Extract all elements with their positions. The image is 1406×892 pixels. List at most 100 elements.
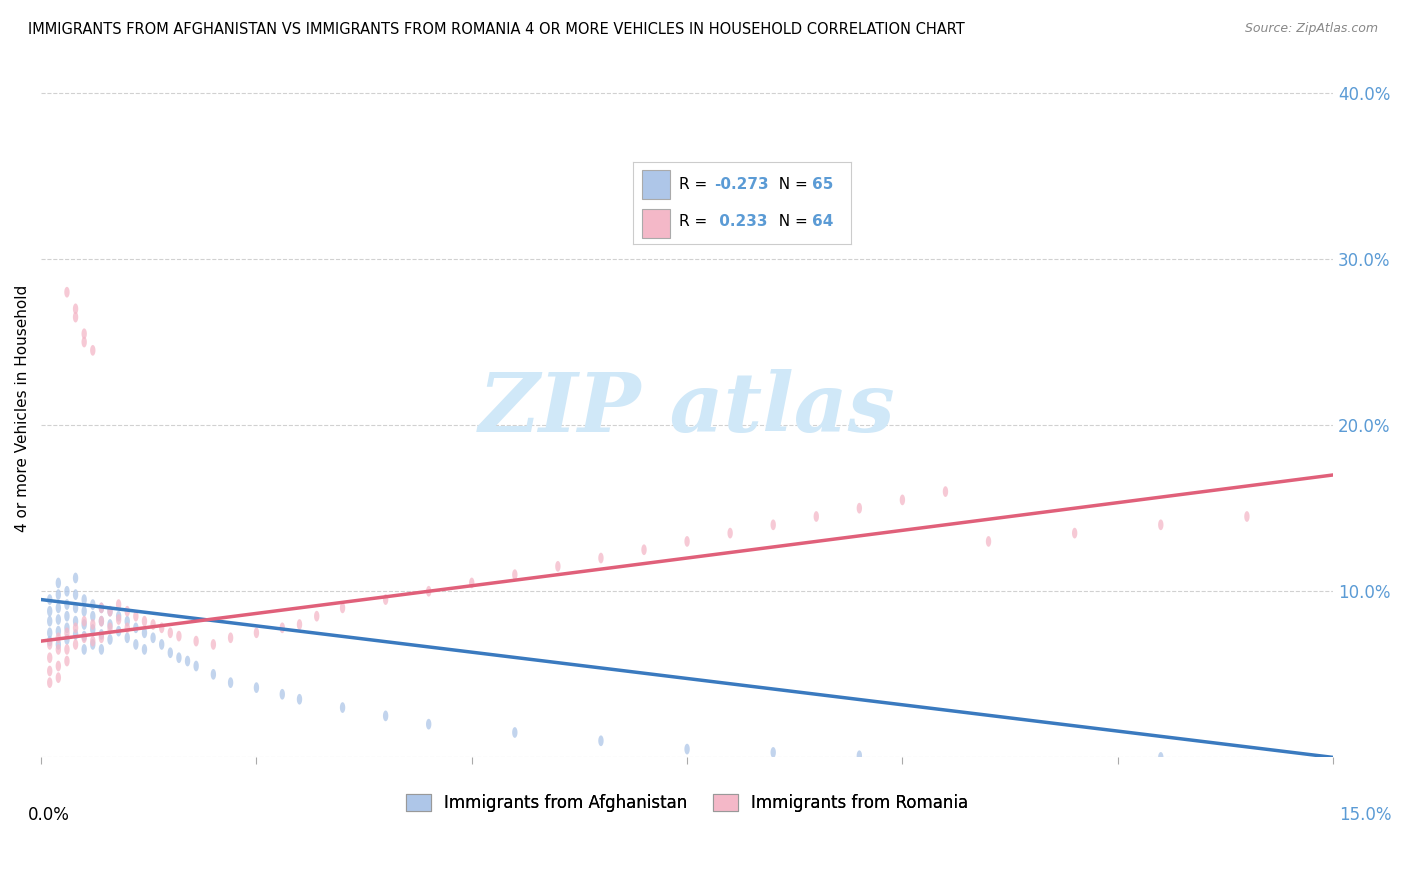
Point [46,637,69,651]
Text: 0.0%: 0.0% [28,806,70,824]
Point [73,326,96,341]
Point [150,621,173,635]
Point [718,526,741,541]
Point [56,642,79,657]
Point [38,650,60,665]
Point [82,634,104,648]
Point [56,584,79,599]
Point [90,614,112,628]
Point [245,625,267,640]
Text: N =: N = [769,178,813,192]
Point [38,637,60,651]
Point [38,625,60,640]
Point [1236,509,1258,524]
Point [65,637,87,651]
Point [159,646,181,660]
Text: 0.233: 0.233 [714,214,768,229]
Point [186,659,208,673]
Point [167,629,190,643]
Y-axis label: 4 or more Vehicles in Household: 4 or more Vehicles in Household [15,285,30,533]
Point [56,632,79,647]
Point [1063,526,1085,541]
Point [65,614,87,628]
Point [46,588,69,602]
Bar [643,209,671,238]
Point [82,617,104,632]
Point [503,725,526,739]
Point [46,631,69,645]
Point [418,717,440,731]
Point [38,614,60,628]
Point [90,614,112,628]
Point [762,517,785,532]
Point [38,592,60,607]
Point [107,613,129,627]
Point [934,484,956,499]
Point [90,600,112,615]
Point [82,343,104,358]
Point [202,667,225,681]
Point [977,534,1000,549]
Point [107,624,129,639]
Point [125,621,148,635]
Point [271,621,294,635]
Point [167,650,190,665]
Point [56,625,79,640]
Point [115,614,138,628]
Point [374,592,396,607]
Point [46,659,69,673]
Point [219,675,242,690]
Point [891,492,914,507]
Point [288,617,311,632]
Point [82,623,104,637]
Point [98,632,121,647]
Point [159,625,181,640]
Point [46,642,69,657]
Point [676,742,699,756]
Point [38,634,60,648]
Point [332,700,354,714]
Point [56,598,79,612]
Point [90,600,112,615]
Point [503,567,526,582]
Point [38,604,60,618]
Point [848,501,870,516]
Point [82,598,104,612]
Text: R =: R = [679,214,713,229]
Point [107,609,129,624]
Point [186,634,208,648]
Point [134,625,156,640]
Text: N =: N = [769,214,813,229]
Point [73,642,96,657]
Point [305,609,328,624]
Point [245,681,267,695]
Point [418,584,440,599]
Text: 65: 65 [813,178,834,192]
Point [73,604,96,618]
Point [107,598,129,612]
Point [65,600,87,615]
Point [65,571,87,585]
Point [461,576,484,591]
Point [46,671,69,685]
Point [115,621,138,635]
Text: -0.273: -0.273 [714,178,769,192]
Point [73,617,96,632]
Point [65,627,87,641]
Point [633,542,655,557]
Text: 15.0%: 15.0% [1340,806,1392,824]
Point [38,675,60,690]
Point [288,692,311,706]
Point [115,604,138,618]
Text: IMMIGRANTS FROM AFGHANISTAN VS IMMIGRANTS FROM ROMANIA 4 OR MORE VEHICLES IN HOU: IMMIGRANTS FROM AFGHANISTAN VS IMMIGRANT… [28,22,965,37]
Point [134,642,156,657]
Point [202,637,225,651]
Point [142,631,165,645]
Point [762,746,785,760]
Point [90,627,112,641]
Point [1150,750,1173,764]
Point [56,654,79,668]
Point [65,621,87,635]
Text: ZIP atlas: ZIP atlas [478,368,896,449]
Point [332,600,354,615]
